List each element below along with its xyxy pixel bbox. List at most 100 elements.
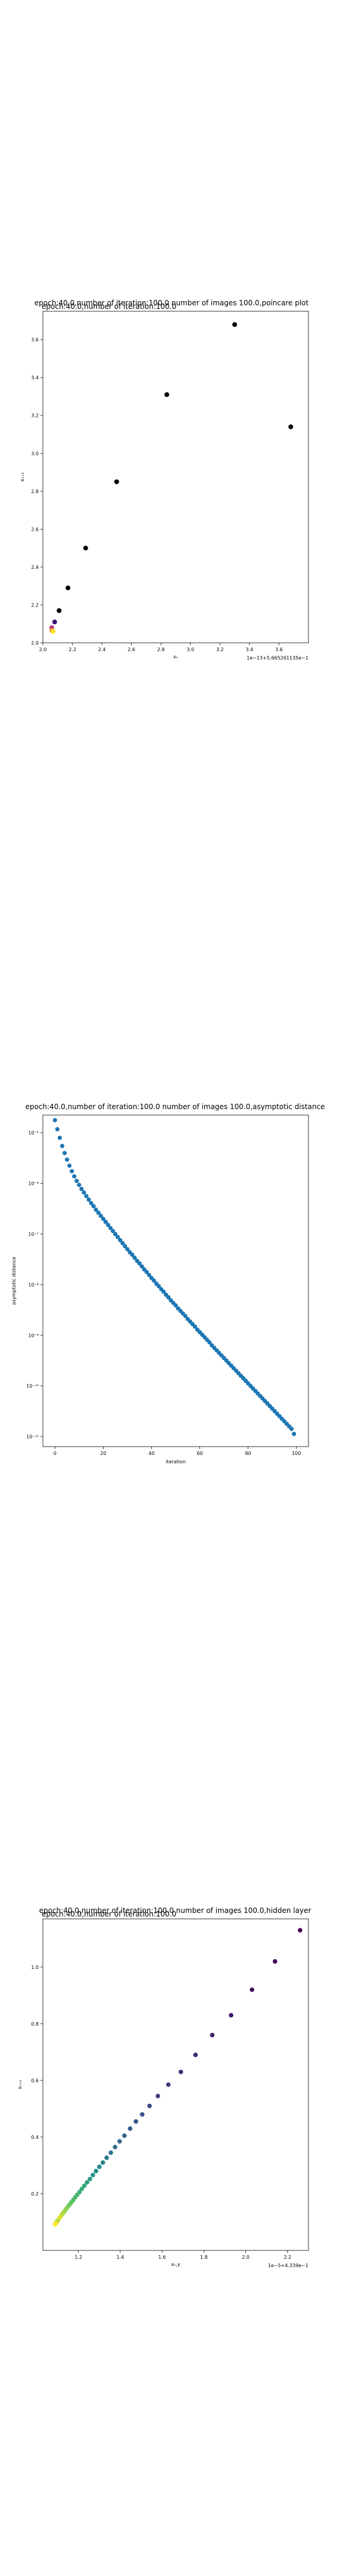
x-tick-label: 1.4	[117, 2255, 124, 2260]
data-point	[52, 2222, 58, 2227]
data-point	[97, 2165, 102, 2169]
data-point	[289, 1426, 294, 1431]
y-tick-label: 1.0	[31, 1965, 39, 1970]
x-offset-text: 1e−5+4.339e−1	[268, 2263, 308, 2268]
y-tick-label: 10⁻⁹	[28, 1333, 39, 1338]
x-tick-label: 3.2	[216, 647, 224, 652]
data-point	[51, 628, 56, 634]
data-point	[98, 1213, 103, 1218]
y-tick-label: 10⁻⁵	[28, 1131, 39, 1136]
y-axis-label: xₙ₊₁	[20, 472, 25, 481]
hidden-layer-chart: epoch:40.0,number of iteration:100.0 num…	[17, 1906, 311, 2268]
data-point	[82, 2183, 87, 2188]
data-point	[55, 1127, 60, 1132]
y-tick-label: 2.0	[31, 640, 39, 646]
data-point	[132, 1255, 137, 1260]
x-offset-text: 1e−13+5.665261135e−1	[247, 655, 308, 661]
x-tick-label: 80	[245, 1451, 251, 1456]
chart-overlay-text: epoch:40.0,number of iteration:100.0	[42, 1910, 176, 1918]
asymptotic-distance-chart: epoch:40.0,number of iteration:100.0 num…	[11, 1103, 325, 1465]
x-tick-labels: 0 20 40 60 80 100	[54, 1447, 301, 1456]
x-tick-label: 60	[197, 1451, 202, 1456]
data-point	[77, 1182, 82, 1187]
x-tick-label: 2.4	[98, 647, 106, 652]
data-point	[57, 1135, 62, 1140]
data-point	[108, 1225, 113, 1230]
x-tick-label: 2.2	[284, 2255, 292, 2260]
chart-title: epoch:40.0,number of iteration:100.0 num…	[35, 299, 309, 307]
data-point	[232, 322, 238, 327]
data-point	[52, 1117, 57, 1123]
data-point	[144, 1270, 149, 1274]
data-point	[103, 1219, 108, 1224]
y-tick-label: 2.4	[31, 565, 39, 570]
data-point	[83, 546, 88, 551]
data-point	[193, 2052, 198, 2057]
data-point	[173, 1303, 178, 1308]
x-tick-label: 20	[100, 1451, 106, 1456]
data-point	[66, 585, 71, 590]
chart-overlay-text: epoch:40.0,number of iteration:100.0	[42, 302, 176, 311]
y-tick-label: 3.4	[31, 375, 39, 380]
data-point	[125, 1247, 130, 1252]
data-point	[86, 1197, 91, 1202]
data-point	[118, 1238, 123, 1243]
data-point	[113, 2144, 117, 2150]
y-tick-label: 0.8	[31, 2021, 39, 2027]
data-point	[114, 479, 119, 484]
x-tick-label: 1.6	[158, 2255, 166, 2260]
data-points	[52, 1117, 297, 1436]
y-tick-label: 10⁻¹⁰	[26, 1383, 39, 1389]
y-tick-label: 10⁻⁷	[28, 1231, 39, 1237]
poincare-plot-chart: epoch:40.0,number of iteration:100.0 num…	[20, 299, 309, 661]
data-point	[250, 1987, 254, 1992]
x-tick-label: 2.6	[127, 647, 135, 652]
data-point	[110, 1228, 116, 1233]
y-tick-label: 10⁻⁶	[28, 1181, 39, 1187]
data-point	[164, 392, 170, 397]
y-tick-labels: 2.0 2.2 2.4 2.6 2.8 3.0 3.2 3.4 3.6	[31, 338, 43, 646]
data-point	[74, 1178, 79, 1183]
x-tick-label: 2.0	[39, 647, 47, 652]
x-tick-label: 100	[292, 1451, 301, 1456]
y-axis-label: xₙ₊₁	[17, 2080, 23, 2089]
data-point	[100, 2160, 105, 2165]
data-point	[139, 1264, 144, 1269]
chart-title: epoch:40.0,number of iteration:100.0 num…	[25, 1103, 325, 1111]
data-point	[120, 1241, 125, 1246]
data-point	[273, 1959, 277, 1964]
data-point	[108, 2150, 113, 2155]
data-points	[52, 1928, 303, 2227]
x-tick-label: 1.8	[200, 2255, 208, 2260]
data-point	[70, 1169, 74, 1174]
data-point	[62, 1151, 67, 1156]
x-tick-label: 3.0	[186, 647, 194, 652]
x-tick-label: 3.6	[275, 647, 283, 652]
plot-frame	[42, 311, 309, 643]
y-tick-label: 3.2	[31, 413, 39, 419]
x-tick-label: 2.8	[157, 647, 165, 652]
data-point	[146, 1272, 151, 1277]
data-point	[101, 1216, 105, 1221]
plot-frame	[42, 1918, 309, 2251]
data-point	[85, 2180, 89, 2185]
data-point	[96, 1210, 101, 1215]
y-tick-label: 3.6	[31, 338, 39, 343]
data-point	[57, 608, 62, 613]
data-point	[127, 2126, 133, 2131]
data-point	[93, 1208, 98, 1212]
data-point	[88, 2176, 92, 2182]
data-point	[79, 1187, 84, 1191]
data-point	[140, 2112, 145, 2117]
data-point	[67, 1163, 72, 1168]
data-point	[133, 2119, 139, 2124]
data-point	[147, 2103, 152, 2109]
data-point	[161, 1289, 166, 1294]
y-tick-labels: 0.2 0.4 0.6 0.8 1.0	[31, 1965, 43, 2197]
data-point	[298, 1928, 303, 1933]
x-tick-label: 0	[54, 1451, 57, 1456]
data-point	[72, 1174, 77, 1179]
data-point	[82, 1190, 86, 1195]
x-tick-label: 2.2	[68, 647, 76, 652]
data-point	[166, 1295, 171, 1300]
